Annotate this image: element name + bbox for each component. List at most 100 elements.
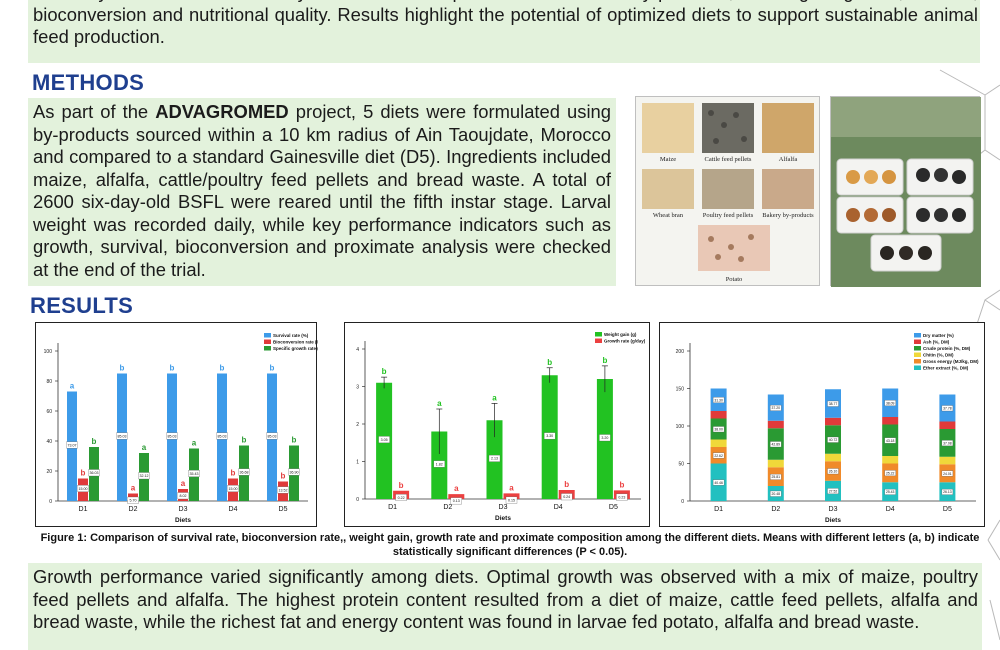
significance-letter: a <box>192 439 197 448</box>
y-tick-label: 20 <box>46 469 52 475</box>
data-label: 38.77 <box>829 402 838 406</box>
stacked-segment <box>710 439 727 447</box>
significance-letter: b <box>619 480 624 489</box>
chart-2-svg: 0 1 2 3 4 D1 b 3.05 b 0.22 D2 a 1.82 a 0.13 D3 a 2.13 a 0.1… <box>356 332 646 522</box>
significance-letter: b <box>120 364 125 373</box>
data-label: 40.46 <box>714 481 723 485</box>
legend-swatch <box>914 333 921 338</box>
y-tick-label: 80 <box>46 379 52 385</box>
y-tick-label: 40 <box>46 439 52 445</box>
data-label-box <box>266 432 278 440</box>
data-label: 31.30 <box>714 398 723 402</box>
y-tick-label: 200 <box>676 349 685 355</box>
data-label-box <box>395 494 407 501</box>
data-label-box <box>216 432 228 440</box>
data-label: 13.52 <box>279 488 288 492</box>
x-tick-label: D5 <box>279 506 288 513</box>
legend-label: Chitin (%, DM) <box>923 353 954 358</box>
results-paragraph: Growth performance varied significantly … <box>33 566 978 632</box>
significance-letter: a <box>70 382 75 391</box>
data-label-box <box>227 485 239 492</box>
data-label-box <box>770 473 782 480</box>
legend-label: Weight gain (g) <box>604 332 637 337</box>
significance-letter: b <box>220 364 225 373</box>
data-label: 36.03 <box>90 471 99 475</box>
weight-gain-growth-chart: 0 1 2 3 4 D1 b 3.05 b 0.22 D2 a 1.82 a 0.13 D3 a 2.13 a 0.1… <box>344 322 650 527</box>
project-name: ADVAGROMED <box>155 101 289 122</box>
ingredient-label: Poultry feed pellets <box>703 212 754 219</box>
data-label: 0.23 <box>618 495 625 499</box>
data-label-box <box>941 470 954 477</box>
data-label-box <box>488 454 501 462</box>
y-tick-label: 2 <box>356 422 359 428</box>
data-label: 3.05 <box>381 438 388 442</box>
significance-letter: b <box>281 472 286 481</box>
data-label: 85.03 <box>168 434 177 438</box>
data-label-box <box>770 490 782 497</box>
y-tick-label: 3 <box>356 385 359 391</box>
ingredient-label: Bakery by-products <box>762 212 814 219</box>
x-tick-label: D3 <box>499 504 508 511</box>
data-label: 35.43 <box>190 472 199 476</box>
legend-label: Ether extract (%, DM) <box>923 366 969 371</box>
y-tick-label: 1 <box>356 460 359 466</box>
methods-box: As part of the ADVAGROMED project, 5 die… <box>28 98 616 286</box>
data-label: 85.03 <box>118 434 127 438</box>
data-label: 25.81 <box>772 475 781 479</box>
ingredient-label: Maize <box>660 156 676 163</box>
data-label-box <box>238 468 250 476</box>
data-label-box <box>127 496 139 504</box>
data-label-box <box>941 440 954 447</box>
x-axis-title: Diets <box>495 515 511 522</box>
data-label-box <box>827 488 839 495</box>
significance-letter: a <box>509 483 514 492</box>
data-label: 37.20 <box>772 406 781 410</box>
data-label-box <box>450 497 462 505</box>
data-label: 36.90 <box>290 470 299 474</box>
y-tick-label: 100 <box>44 349 53 355</box>
x-tick-label: D4 <box>229 506 238 513</box>
significance-letter: b <box>81 469 86 478</box>
survival-bioconversion-chart: 0 20 40 60 80 100 D1 a 73.07 b 15.00 b 36.03 D2 b 85.03… <box>35 322 318 527</box>
methods-text-before: As part of the <box>33 101 156 122</box>
ingredients-photo: Maize Cattle feed pellets Alfalfa Wheat … <box>635 96 820 286</box>
x-tick-label: D5 <box>609 504 618 511</box>
legend-swatch <box>264 346 271 351</box>
x-tick-label: D2 <box>443 504 452 511</box>
legend-label: Survival rate (%) <box>273 333 309 338</box>
legend-swatch <box>914 346 921 351</box>
significance-letter: a <box>454 484 459 493</box>
significance-letter: b <box>547 358 552 367</box>
legend-swatch <box>914 339 921 344</box>
significance-letter: b <box>564 480 569 489</box>
data-label: 26.13 <box>943 490 952 494</box>
data-label-box <box>116 432 128 440</box>
data-label: 5.70 <box>130 499 137 503</box>
data-label-box <box>616 493 628 501</box>
x-tick-label: D1 <box>79 506 88 513</box>
legend-swatch <box>914 365 921 370</box>
data-label-box <box>505 496 518 504</box>
data-label: 25.43 <box>886 490 895 494</box>
data-label-box <box>884 488 896 495</box>
stacked-segment <box>825 417 841 426</box>
significance-letter: a <box>437 399 442 408</box>
data-label-box <box>941 405 954 412</box>
y-tick-label: 60 <box>46 409 52 415</box>
legend-swatch <box>264 333 271 338</box>
x-tick-label: D5 <box>943 506 952 513</box>
stacked-segment <box>939 456 956 465</box>
data-label: 0.15 <box>508 498 515 502</box>
data-label: 42.89 <box>772 443 781 447</box>
x-tick-label: D4 <box>554 504 563 511</box>
significance-letter: b <box>292 436 297 445</box>
methods-heading: METHODS <box>32 70 145 95</box>
data-label-box <box>827 436 839 443</box>
data-label: 25.22 <box>886 471 895 475</box>
ingredient-label: Wheat bran <box>653 212 684 219</box>
data-label: 24.01 <box>943 472 952 476</box>
significance-letter: b <box>602 356 607 365</box>
stacked-segment <box>825 453 841 462</box>
ingredient-label: Alfalfa <box>779 156 798 163</box>
data-label-box <box>433 460 445 468</box>
